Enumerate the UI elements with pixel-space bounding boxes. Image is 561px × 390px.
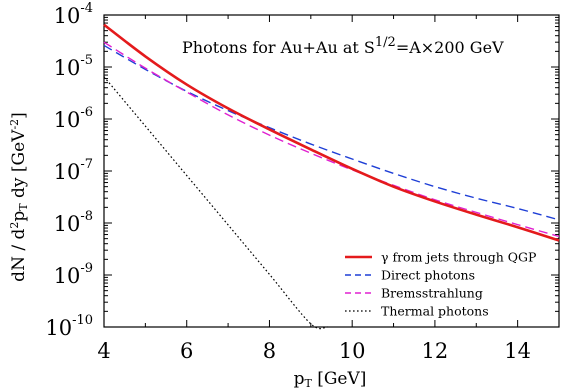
series-line-direct-photons <box>103 44 560 221</box>
x-tick-label: 4 <box>97 339 110 363</box>
legend-label: γ from jets through QGP <box>381 250 536 265</box>
y-tick-label: 10-8 <box>54 209 93 236</box>
x-tick-label: 12 <box>422 339 449 363</box>
y-tick-label: 10-9 <box>54 261 93 288</box>
series-line-from-jets-through-qgp <box>103 23 560 242</box>
series-line-bremsstrahlung <box>103 41 560 238</box>
y-tick-label: 10-10 <box>45 313 93 340</box>
legend: γ from jets through QGP Direct photons Bre… <box>345 250 536 319</box>
y-tick-label: 10-4 <box>54 1 93 28</box>
y-tick-label: 10-7 <box>54 157 93 184</box>
x-tick-label: 14 <box>504 339 531 363</box>
chart-title: Photons for Au+Au at S1/2=A×200 GeV <box>182 35 504 57</box>
legend-label: Thermal photons <box>381 304 489 319</box>
x-tick-label: 10 <box>339 339 366 363</box>
legend-label: Bremsstrahlung <box>381 286 483 301</box>
series-line-thermal-photons <box>103 76 328 330</box>
y-axis-label: dN / d2pT dy [GeV-2] <box>8 112 30 282</box>
x-axis-label: pT [GeV] <box>294 369 367 390</box>
y-tick-labels: 10-4 10-5 10-6 10-7 10-8 10-9 10-10 <box>45 1 93 340</box>
x-tick-label: 8 <box>263 339 276 363</box>
x-tick-label: 6 <box>180 339 193 363</box>
legend-label: Direct photons <box>381 268 475 283</box>
plot-frame <box>103 14 560 328</box>
x-tick-labels: 4 6 8 10 12 14 <box>97 339 531 363</box>
y-tick-label: 10-5 <box>54 53 93 80</box>
axis-ticks <box>103 14 560 328</box>
series-lines <box>103 23 560 330</box>
y-tick-label: 10-6 <box>54 105 93 132</box>
